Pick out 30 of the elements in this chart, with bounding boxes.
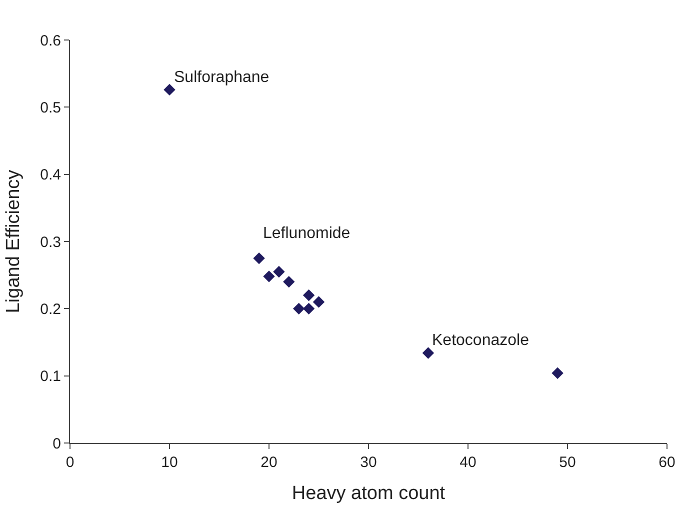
point <box>552 367 564 379</box>
y-tick-label: 0.1 <box>40 368 61 386</box>
y-axis-title: Ligand Efficiency <box>2 169 24 314</box>
point <box>273 266 285 278</box>
annotation: Ketoconazole <box>432 332 530 349</box>
x-tick-label: 10 <box>161 454 178 471</box>
y-tick-label: 0.2 <box>40 300 61 318</box>
x-tick-label: 30 <box>360 454 377 471</box>
x-tick-label: 40 <box>460 454 476 471</box>
point <box>164 84 176 96</box>
point <box>302 302 315 315</box>
x-tick-label: 20 <box>260 454 278 471</box>
y-tick-label: 0.4 <box>40 166 61 184</box>
point <box>302 289 315 302</box>
y-tick-label: 0.5 <box>40 99 61 116</box>
x-tick-label: 0 <box>66 454 74 471</box>
x-tick-label: 60 <box>658 454 676 471</box>
point <box>263 270 275 282</box>
annotation: Leflunomide <box>263 225 350 242</box>
annotation: Sulforaphane <box>174 69 270 86</box>
point <box>312 296 325 308</box>
y-tick-label: 0.6 <box>40 32 61 50</box>
point <box>253 252 265 264</box>
point <box>283 276 295 288</box>
point <box>293 302 305 315</box>
y-tick-label: 0.3 <box>40 234 61 251</box>
x-tick-label: 50 <box>559 454 576 471</box>
y-tick-label: 0 <box>52 435 61 452</box>
x-axis-title: Heavy atom count <box>292 482 446 504</box>
point <box>422 347 434 359</box>
